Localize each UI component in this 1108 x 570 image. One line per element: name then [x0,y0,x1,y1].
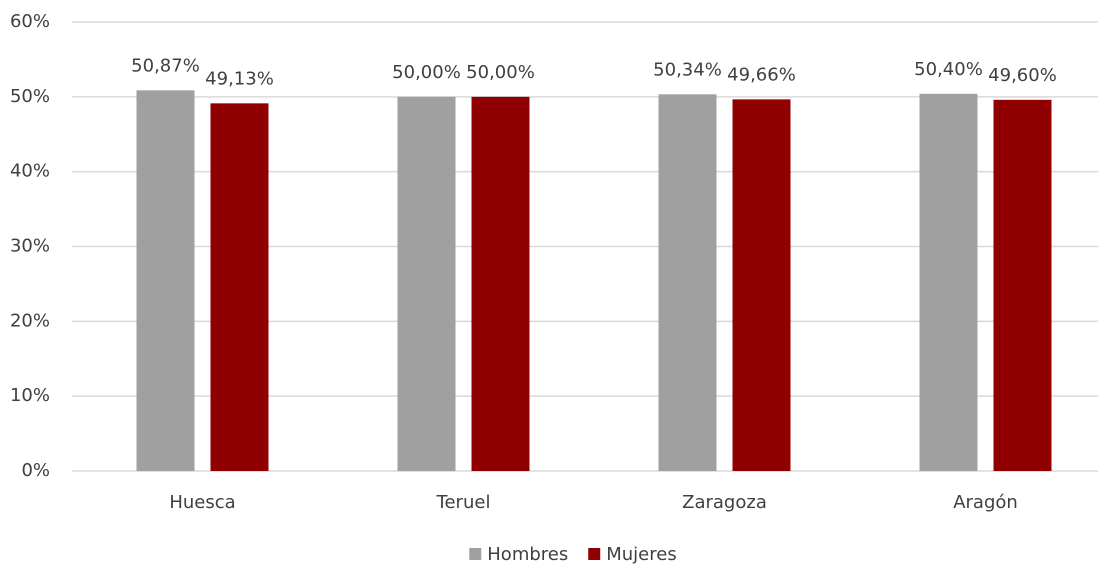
y-tick-label: 10% [10,385,50,406]
y-tick-label: 60% [10,11,50,32]
bar [919,93,978,471]
bar [471,96,530,471]
value-label: 49,13% [205,68,274,89]
value-label: 50,34% [653,59,722,80]
value-label: 50,00% [392,62,461,83]
y-tick-label: 40% [10,161,50,182]
x-tick-label: Huesca [169,492,235,513]
bar [397,96,456,471]
y-tick-label: 50% [10,86,50,107]
bar [732,99,791,471]
legend-swatch [588,548,601,560]
bar [136,90,195,472]
y-tick-label: 30% [10,236,50,257]
legend-label: Hombres [487,544,568,565]
y-tick-label: 0% [21,460,50,481]
x-tick-label: Teruel [436,492,491,513]
bar [210,103,269,471]
value-label: 50,87% [131,55,200,76]
bar [658,94,717,471]
y-tick-label: 20% [10,310,50,331]
legend-label: Mujeres [606,544,676,565]
legend-swatch [469,548,482,560]
x-tick-label: Aragón [953,492,1018,513]
x-tick-label: Zaragoza [682,492,767,513]
value-label: 50,00% [466,62,535,83]
bar [993,99,1052,472]
value-label: 50,40% [914,59,983,80]
value-label: 49,66% [727,64,796,85]
value-label: 49,60% [988,65,1057,86]
